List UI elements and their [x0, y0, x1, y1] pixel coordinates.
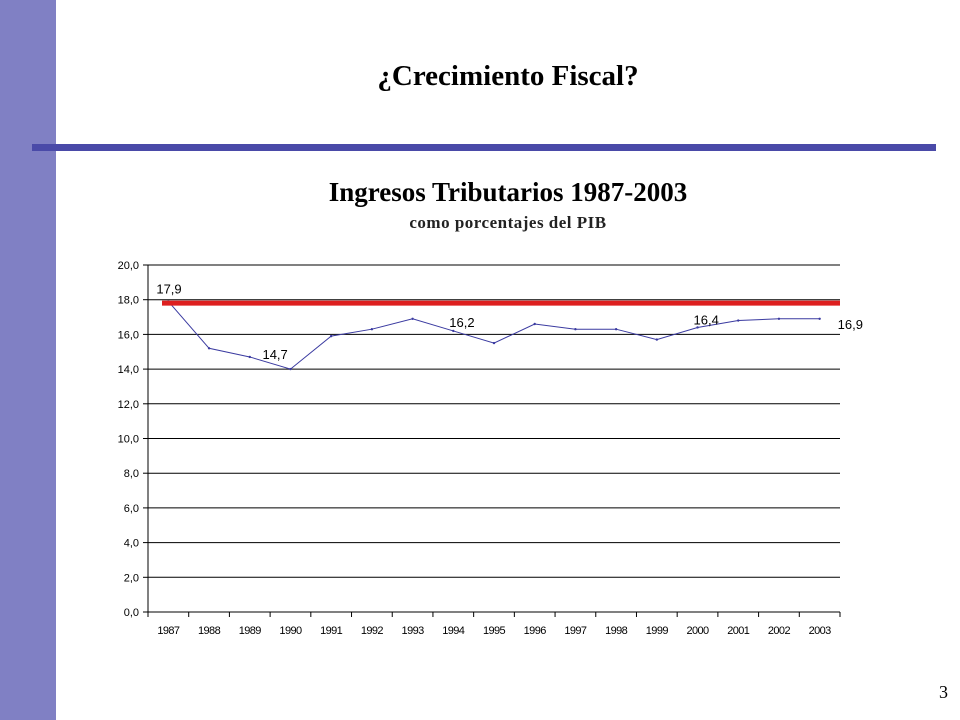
data-point	[452, 330, 454, 332]
x-tick-label: 1993	[402, 625, 425, 637]
data-label: 16,4	[694, 312, 719, 327]
data-point	[330, 335, 332, 337]
data-point	[411, 318, 413, 320]
y-tick-label: 8,0	[124, 468, 139, 480]
x-tick-label: 2000	[686, 625, 709, 637]
data-point	[574, 328, 576, 330]
data-point	[493, 342, 495, 344]
x-tick-label: 1998	[605, 625, 628, 637]
y-tick-label: 6,0	[124, 503, 139, 515]
data-point	[656, 338, 658, 340]
data-point	[371, 328, 373, 330]
data-point	[534, 323, 536, 325]
y-tick-label: 12,0	[118, 399, 139, 411]
data-point	[818, 318, 820, 320]
data-point	[615, 328, 617, 330]
x-tick-label: 1987	[157, 625, 180, 637]
x-tick-label: 1999	[646, 625, 669, 637]
axes	[143, 265, 840, 617]
y-tick-label: 14,0	[118, 364, 139, 376]
x-tick-label: 1997	[564, 625, 587, 637]
x-tick-label: 1996	[524, 625, 547, 637]
x-tick-label: 1992	[361, 625, 384, 637]
x-tick-label: 2002	[768, 625, 791, 637]
x-tick-label: 1995	[483, 625, 506, 637]
data-label: 16,9	[838, 317, 863, 332]
y-tick-label: 18,0	[118, 295, 139, 307]
data-label: 14,7	[262, 347, 287, 362]
data-point	[208, 347, 210, 349]
y-tick-label: 2,0	[124, 572, 139, 584]
data-labels: 17,9 14,7 16,2 16,4 16,9	[156, 281, 863, 362]
x-tick-label: 1994	[442, 625, 465, 637]
y-tick-label: 10,0	[118, 434, 139, 446]
y-tick-label: 4,0	[124, 538, 139, 550]
data-point	[249, 356, 251, 358]
y-tick-label: 0,0	[124, 607, 139, 619]
y-tick-labels: 0,0 2,0 4,0 6,0 8,0 10,0 12,0 14,0 16,0 18,0 20,0	[118, 260, 139, 619]
y-tick-label: 20,0	[118, 260, 139, 272]
data-point	[289, 368, 291, 370]
x-tick-label: 1991	[320, 625, 343, 637]
page-number: 3	[939, 682, 948, 703]
x-tick-label: 1988	[198, 625, 221, 637]
data-label: 17,9	[156, 281, 181, 296]
x-tick-label: 2001	[727, 625, 750, 637]
x-tick-label: 1989	[239, 625, 262, 637]
x-tick-labels: 1987 1988 1989 1990 1991 1992 1993 1994 1995 1996…	[157, 625, 831, 637]
x-tick-label: 2003	[809, 625, 832, 637]
y-tick-label: 16,0	[118, 329, 139, 341]
data-label: 16,2	[449, 315, 474, 330]
data-point	[737, 319, 739, 321]
data-point	[778, 318, 780, 320]
gridlines	[148, 265, 840, 577]
x-tick-label: 1990	[279, 625, 302, 637]
